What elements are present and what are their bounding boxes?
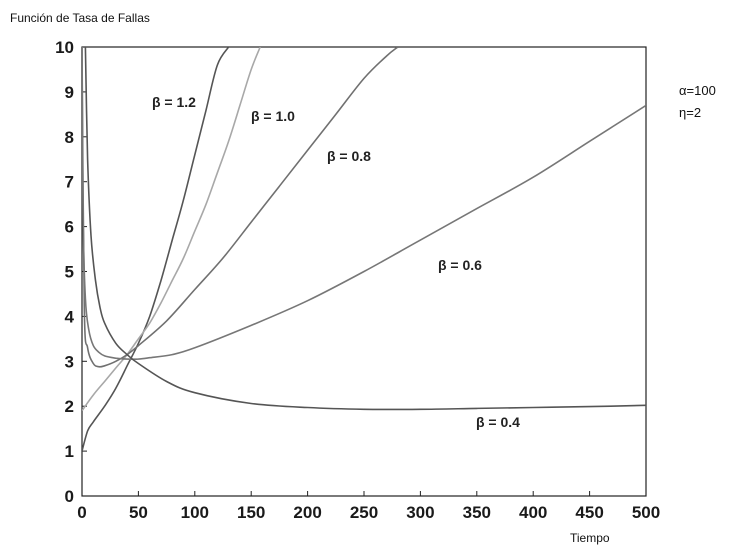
param-eta: η=2 [679, 105, 701, 120]
x-tick-label: 0 [77, 503, 86, 522]
x-tick-label: 100 [181, 503, 209, 522]
param-alpha: α=100 [679, 83, 716, 98]
series-label-1: β = 1.0 [251, 108, 295, 124]
x-tick-label: 200 [293, 503, 321, 522]
y-tick-label: 2 [65, 397, 74, 416]
y-tick-label: 10 [55, 38, 74, 57]
x-tick-label: 350 [463, 503, 491, 522]
series-line-3 [82, 47, 646, 361]
x-tick-label: 50 [129, 503, 148, 522]
series-label-2: β = 0.8 [327, 148, 371, 164]
x-tick-label: 150 [237, 503, 265, 522]
x-tick-label: 400 [519, 503, 547, 522]
x-axis-label: Tiempo [570, 531, 610, 545]
x-tick-label: 450 [575, 503, 603, 522]
y-tick-label: 7 [65, 173, 74, 192]
series-label-0: β = 1.2 [152, 94, 196, 110]
chart-title: Función de Tasa de Fallas [10, 11, 150, 25]
series-line-0 [82, 47, 230, 452]
series-line-2 [82, 47, 399, 368]
y-tick-label: 6 [65, 218, 74, 237]
x-axis: 0 50 100 150 200 250 300 350 400 450 500 [77, 491, 660, 522]
y-tick-label: 8 [65, 128, 74, 147]
series-labels: β = 1.2 β = 1.0 β = 0.8 β = 0.6 β = 0.4 [152, 94, 520, 430]
y-tick-label: 3 [65, 352, 74, 371]
y-tick-label: 0 [65, 487, 74, 506]
y-tick-label: 4 [65, 307, 75, 326]
x-tick-label: 500 [632, 503, 660, 522]
series-label-3: β = 0.6 [438, 257, 482, 273]
y-tick-label: 5 [65, 263, 74, 282]
series-curves [82, 47, 646, 452]
x-tick-label: 250 [350, 503, 378, 522]
y-axis: 0 1 2 3 4 5 6 7 8 9 10 [55, 38, 87, 506]
series-line-4 [84, 47, 646, 411]
series-line-1 [82, 47, 261, 412]
x-tick-label: 300 [406, 503, 434, 522]
y-tick-label: 9 [65, 83, 74, 102]
y-tick-label: 1 [65, 442, 74, 461]
series-label-4: β = 0.4 [476, 414, 520, 430]
